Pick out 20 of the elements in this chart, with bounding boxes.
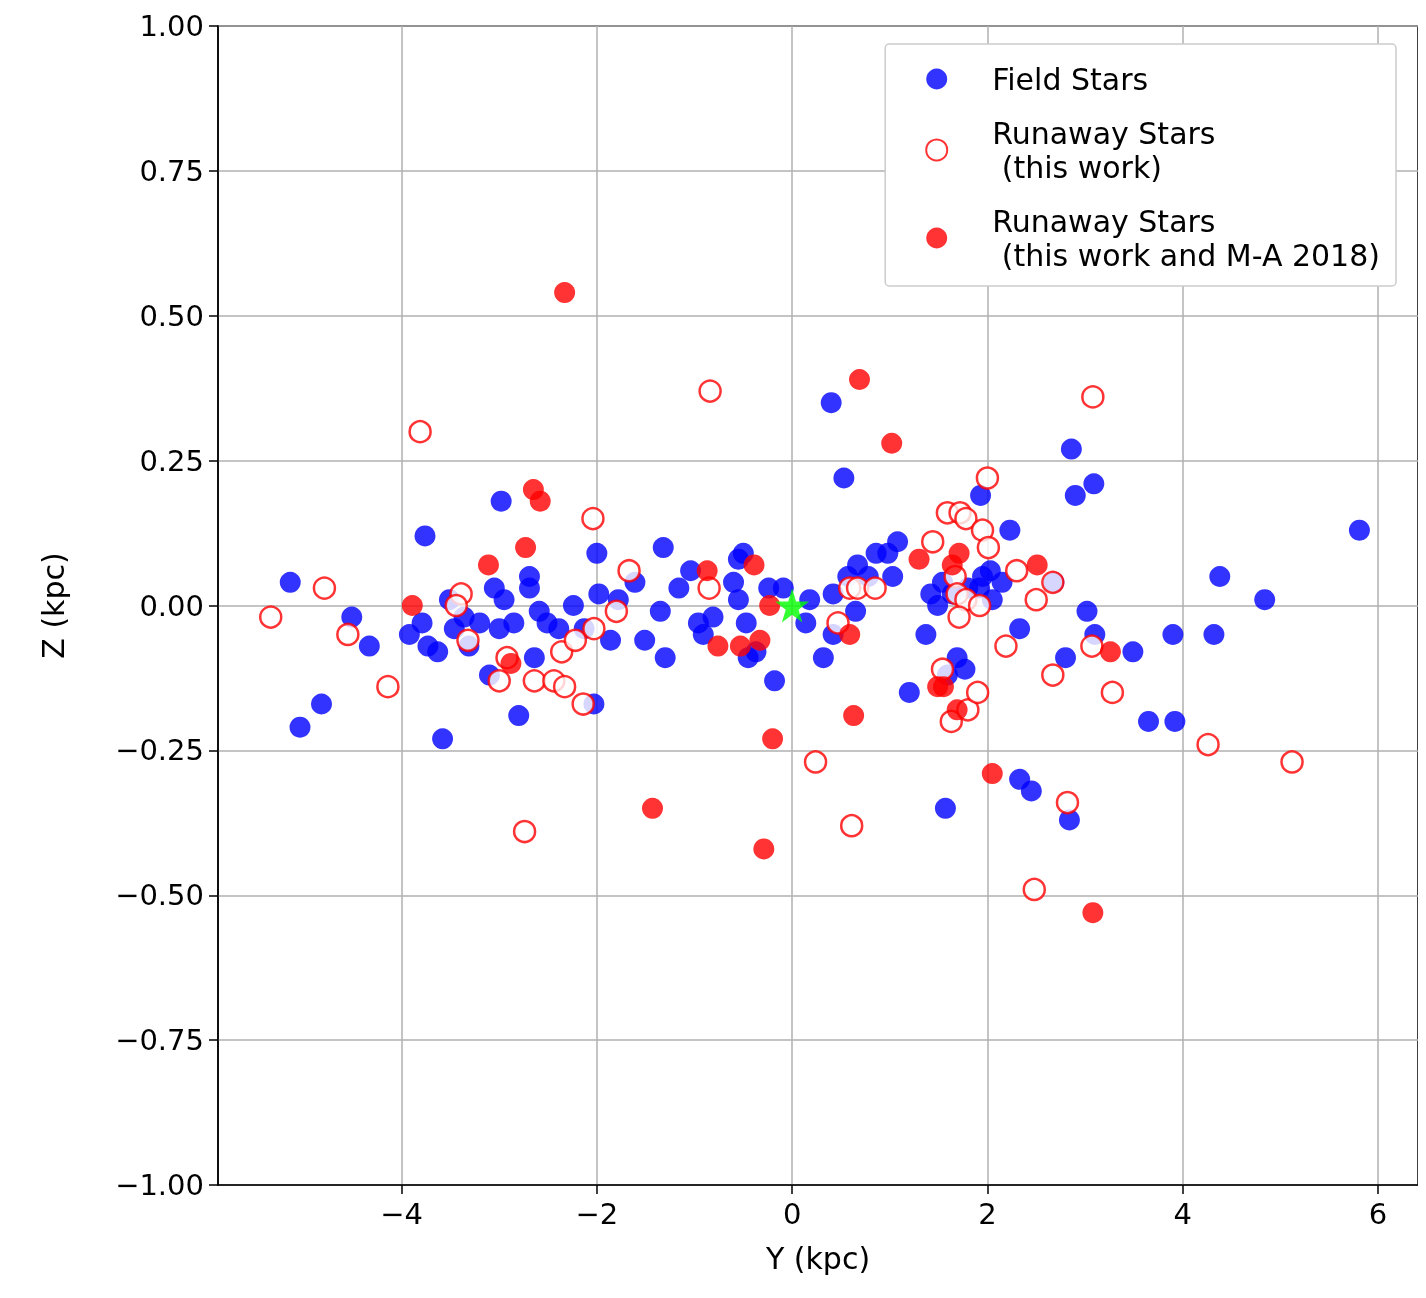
x-tick-label: 0 [782,1196,802,1231]
y-tick-label: −1.00 [115,1168,204,1202]
x-tick-label: −4 [380,1196,423,1231]
y-tick-label: −0.50 [115,878,204,913]
x-axis-title: Y (kpc) [764,1240,871,1276]
y-tick-label: 0.25 [139,443,204,478]
y-tick-label: −0.75 [115,1023,204,1058]
x-tick-label: 6 [1368,1196,1388,1231]
y-tick-label: 1.00 [139,9,204,43]
y-tick-label: −0.25 [115,733,204,768]
y-tick-label: 0.50 [139,298,204,333]
y-tick-label: 0.75 [139,153,204,188]
y-axis-title: Z (kpc) [35,552,71,659]
x-tick-label: −2 [575,1196,619,1231]
x-tick-label: 2 [978,1196,997,1231]
x-tick-label: 4 [1173,1196,1192,1231]
legend-label: Runaway Stars (this work) [992,115,1216,185]
y-tick-label: 0.00 [139,588,204,623]
legend-label: Runaway Stars (this work and M-A 2018) [992,203,1381,273]
legend-label: Field Stars [992,61,1149,97]
